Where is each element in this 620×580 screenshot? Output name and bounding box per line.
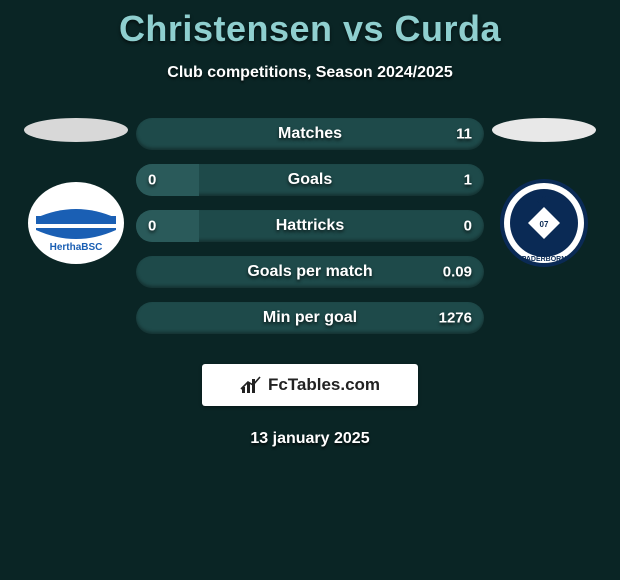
stat-value-right: 11 [456,126,472,143]
club-badge-right: SC 07 PADERBORN [494,180,594,266]
page-title: Christensen vs Curda [119,8,501,50]
stat-label: Min per goal [263,309,357,327]
main-row: HerthaBSC Matches11Goals01Hattricks00Goa… [0,118,620,334]
stat-label: Matches [278,125,342,143]
bar-chart-icon [240,375,262,395]
sc-paderborn-badge-icon: SC 07 PADERBORN [498,177,590,269]
stat-value-left: 0 [148,172,156,189]
brand-badge[interactable]: FcTables.com [202,364,418,406]
player-left-silhouette [24,118,128,142]
stat-bar: Min per goal 1276 [136,302,484,334]
right-player-column: SC 07 PADERBORN [484,118,604,266]
svg-text:SC: SC [537,195,551,206]
stat-value-right: 0.09 [443,264,472,281]
stat-bar: Goals 0 1 [136,164,484,196]
stats-column: Matches 11 Goals 0 1 Hattricks 0 0 Goals per mat… [136,118,484,334]
svg-text:07: 07 [540,220,549,229]
brand-text: FcTables.com [268,375,380,395]
hertha-bsc-badge-icon: HerthaBSC [26,180,126,266]
subtitle: Club competitions, Season 2024/2025 [167,64,452,82]
stat-label: Goals [288,171,332,189]
stat-value-right: 0 [464,218,472,235]
comparison-card: Christensen vs Curda Club competitions, … [0,0,620,448]
stat-value-right: 1 [464,172,472,189]
stat-left-fill [136,210,199,242]
svg-text:PADERBORN: PADERBORN [522,256,567,263]
club-badge-left: HerthaBSC [26,180,126,266]
stat-value-right: 1276 [439,310,472,327]
stat-label: Goals per match [247,263,372,281]
stat-label: Hattricks [276,217,344,235]
stat-left-fill [136,164,199,196]
left-player-column: HerthaBSC [16,118,136,266]
player-right-silhouette [492,118,596,142]
svg-text:HerthaBSC: HerthaBSC [50,242,103,253]
stat-value-left: 0 [148,218,156,235]
stat-bar: Hattricks 0 0 [136,210,484,242]
date-text: 13 january 2025 [250,430,369,448]
stat-bar: Goals per match 0.09 [136,256,484,288]
stat-bar: Matches 11 [136,118,484,150]
